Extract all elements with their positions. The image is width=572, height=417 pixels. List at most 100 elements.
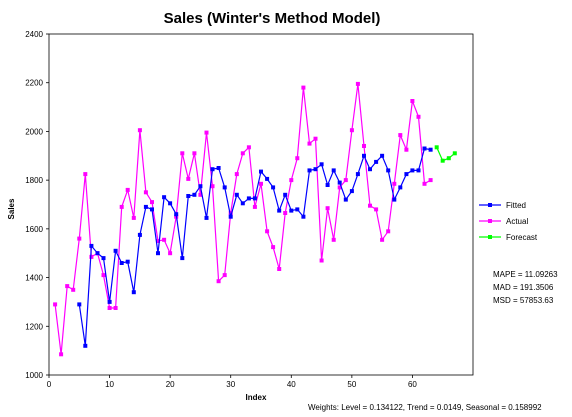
actual-point (210, 184, 215, 189)
actual-point (168, 251, 173, 256)
actual-point (77, 236, 82, 241)
actual-point (228, 211, 233, 215)
fitted-point (156, 251, 160, 256)
y-tick-label: 1800 (25, 176, 43, 185)
actual-point (259, 181, 263, 186)
fitted-point (331, 168, 336, 173)
actual-point (150, 200, 154, 205)
fitted-point (386, 168, 391, 173)
fitted-point (222, 185, 227, 190)
actual-point (240, 151, 245, 156)
actual-point (265, 229, 270, 234)
fitted-point (246, 196, 251, 201)
actual-point (422, 181, 427, 186)
fitted-point (368, 167, 372, 172)
actual-point (252, 204, 257, 209)
fitted-point (355, 172, 360, 177)
actual-point (343, 178, 348, 183)
x-tick-label: 0 (47, 380, 52, 389)
actual-point (410, 99, 415, 103)
actual-point (386, 229, 391, 234)
mad-stat: MAD = 191.3506 (493, 283, 554, 292)
actual-point (65, 284, 70, 289)
actual-point (331, 237, 336, 242)
weights-text: Weights: Level = 0.134122, Trend = 0.014… (308, 403, 542, 412)
actual-point (89, 254, 94, 259)
fitted-point (150, 207, 154, 212)
actual-point (349, 128, 354, 133)
x-axis-label: Index (246, 393, 267, 402)
fitted-point (289, 208, 294, 213)
actual-point (392, 181, 397, 186)
actual-point (83, 172, 88, 177)
actual-point (204, 130, 209, 135)
x-tick-label: 20 (166, 380, 175, 389)
actual-point (180, 151, 185, 156)
legend-item-actual: Actual (479, 217, 528, 226)
y-axis-label: Sales (7, 198, 16, 219)
actual-point (295, 156, 300, 161)
actual-point (374, 207, 379, 212)
actual-point (198, 192, 203, 197)
forecast-point (440, 158, 445, 163)
fitted-point (113, 248, 118, 253)
fitted-point (301, 214, 306, 219)
fitted-point (198, 184, 203, 189)
x-tick-label: 60 (408, 380, 417, 389)
actual-point (283, 211, 288, 215)
fitted-point (343, 197, 348, 202)
actual-point (271, 245, 276, 250)
fitted-point (137, 232, 142, 237)
actual-point (337, 185, 342, 190)
fitted-point (283, 192, 288, 197)
series-layer (53, 81, 457, 357)
actual-point (107, 306, 112, 310)
actual-point (125, 187, 130, 192)
legend-item-forecast: Forecast (479, 233, 538, 242)
y-tick-label: 1000 (25, 371, 43, 380)
actual-point (416, 114, 421, 119)
fitted-point (374, 159, 379, 164)
actual-point (355, 81, 360, 86)
y-tick-label: 2400 (25, 30, 43, 39)
fitted-point (180, 256, 185, 261)
actual-point (216, 279, 221, 284)
actual-point (186, 176, 191, 181)
fitted-point (362, 153, 366, 158)
legend-swatch-marker (488, 203, 492, 207)
mape-stat: MAPE = 11.09263 (493, 270, 558, 279)
y-tick-label: 2200 (25, 79, 43, 88)
fitted-point (349, 189, 354, 194)
legend-label: Actual (506, 217, 528, 226)
msd-stat: MSD = 57853.63 (493, 296, 554, 305)
fitted-point (325, 183, 330, 187)
fitted-point (168, 201, 173, 206)
legend-swatch-marker (488, 219, 492, 223)
chart-title: Sales (Winter's Method Model) (164, 10, 381, 27)
actual-point (319, 258, 324, 263)
fitted-point (228, 214, 233, 219)
fitted-point (240, 201, 245, 206)
actual-point (246, 145, 251, 150)
fitted-point (416, 168, 421, 173)
forecast-point (446, 156, 451, 161)
fitted-point (125, 259, 130, 264)
forecast-line (436, 147, 456, 162)
fitted-point (234, 192, 239, 197)
fitted-point (428, 147, 433, 152)
actual-point (162, 237, 167, 242)
actual-point (234, 172, 239, 177)
actual-point (368, 203, 372, 208)
fitted-point (119, 261, 124, 265)
fitted-line (78, 147, 431, 346)
fitted-point (83, 343, 88, 348)
actual-point (59, 352, 64, 357)
actual-point (404, 147, 409, 152)
actual-point (156, 239, 160, 243)
y-tick-label: 1200 (25, 322, 43, 331)
fitted-point (307, 168, 312, 173)
fitted-point (392, 197, 397, 202)
legend-item-fitted: Fitted (479, 201, 526, 210)
series-fitted (77, 146, 433, 348)
